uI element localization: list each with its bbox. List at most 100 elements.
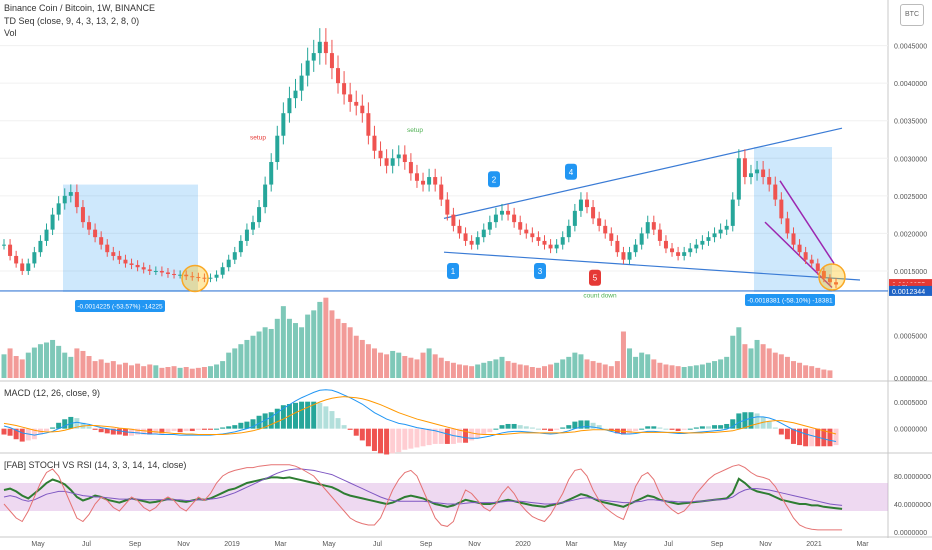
candle-body [372, 135, 377, 151]
volume-bar [122, 362, 128, 378]
volume-bar [693, 365, 699, 378]
volume-bar [669, 365, 675, 378]
volume-bar [535, 367, 541, 378]
volume-bar [153, 365, 159, 378]
time-axis-label: Nov [177, 541, 190, 548]
macd-histogram-bar [177, 428, 183, 433]
macd-histogram-bar [305, 401, 311, 429]
time-axis-label: Sep [711, 541, 724, 548]
time-axis-label: Mar [274, 541, 287, 548]
volume-bar [86, 356, 92, 378]
volume-bar [414, 359, 420, 378]
volume-bar [402, 356, 408, 378]
candle-body [99, 237, 104, 245]
time-axis-label: Sep [129, 541, 142, 548]
candle-body [93, 229, 98, 238]
volume-bar [821, 369, 827, 378]
volume-bar [13, 356, 19, 378]
candle-body [159, 270, 164, 273]
macd-histogram-bar [778, 428, 784, 435]
macd-histogram-bar [760, 416, 766, 429]
macd-histogram-bar [766, 421, 772, 429]
macd-histogram-bar [183, 428, 189, 432]
time-axis-label: Mar [856, 541, 869, 548]
candle-body [184, 274, 189, 277]
price-axis-marker-label: 0.0012344 [892, 289, 925, 296]
macd-histogram-bar [754, 413, 760, 429]
candle-body [566, 225, 571, 238]
macd-histogram-bar [420, 428, 426, 447]
macd-histogram-bar [262, 413, 268, 429]
candle-body [135, 264, 140, 268]
macd-histogram-bar [548, 428, 554, 432]
volume-bar [651, 359, 657, 378]
macd-histogram-bar [584, 420, 590, 429]
volume-bar [135, 363, 141, 378]
stoch-rsi-legend[interactable]: [FAB] STOCH VS RSI (14, 3, 3, 14, 14, cl… [4, 460, 187, 470]
macd-histogram-bar [98, 428, 104, 433]
macd-histogram-bar [256, 415, 262, 429]
macd-histogram-bar [341, 425, 347, 429]
macd-histogram-bar [335, 418, 341, 429]
candle-body [499, 210, 504, 215]
candle-body [445, 199, 450, 215]
macd-histogram-bar [627, 428, 633, 434]
volume-bar [171, 366, 177, 378]
macd-histogram-bar [104, 428, 110, 434]
candle-body [263, 184, 268, 208]
volume-bar [299, 327, 305, 378]
currency-badge[interactable]: BTC [900, 4, 924, 26]
volume-bar [25, 352, 31, 378]
macd-histogram-bar [499, 425, 505, 429]
macd-histogram-bar [74, 418, 80, 429]
volume-bar [797, 362, 803, 378]
volume-tick-label: 0.0005000 [894, 334, 927, 341]
macd-legend[interactable]: MACD (12, 26, close, 9) [4, 388, 101, 398]
volume-bar [663, 364, 669, 378]
candle-body [26, 263, 31, 271]
candle-body [62, 195, 67, 204]
volume-bar [390, 350, 396, 378]
candle-body [384, 158, 389, 166]
macd-histogram-bar [797, 428, 803, 446]
volume-bar [353, 335, 359, 378]
macd-histogram-bar [456, 428, 462, 443]
candle-body [670, 248, 675, 253]
macd-histogram-bar [681, 428, 687, 430]
volume-bar [189, 368, 195, 378]
volume-bar [724, 356, 730, 378]
macd-histogram-bar [92, 428, 98, 430]
candle-body [402, 154, 407, 163]
macd-histogram-bar [669, 428, 675, 430]
stoch-tick-label: 80.0000000 [894, 474, 931, 481]
volume-bar [766, 348, 772, 378]
volume-bar [687, 366, 693, 378]
price-tick-label: 0.0015000 [894, 269, 927, 276]
volume-bar [1, 354, 7, 378]
macd-histogram-bar [511, 423, 517, 429]
candle-body [202, 277, 207, 279]
macd-histogram-bar [657, 427, 663, 429]
volume-bar [760, 344, 766, 378]
macd-histogram-bar [450, 428, 456, 444]
time-axis-label: Jul [373, 541, 382, 548]
volume-bar [37, 344, 43, 378]
td-seq-legend[interactable]: TD Seq (close, 9, 4, 3, 13, 2, 8, 0) [4, 16, 140, 26]
candle-body [165, 272, 170, 274]
macd-histogram-bar [220, 427, 226, 429]
time-axis-label: Jul [82, 541, 91, 548]
macd-histogram-bar [560, 427, 566, 429]
candle-body [257, 207, 262, 223]
time-axis-label: Jul [664, 541, 673, 548]
macd-histogram-bar [572, 421, 578, 429]
macd-histogram-bar [602, 428, 608, 430]
candle-body [755, 169, 760, 174]
macd-histogram-bar [651, 426, 657, 429]
callout-label: 3 [538, 267, 543, 276]
volume-legend[interactable]: Vol [4, 28, 17, 38]
time-axis-label: 2019 [224, 541, 240, 548]
candle-body [457, 225, 462, 234]
volume-bar [827, 370, 833, 378]
volume-bar [705, 362, 711, 378]
